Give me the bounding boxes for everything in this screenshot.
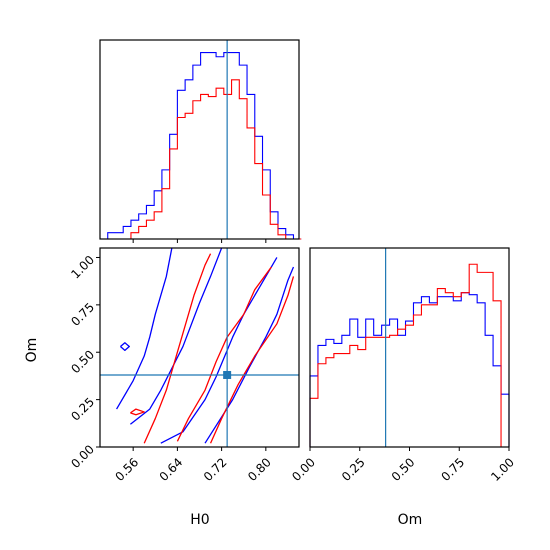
histogram-series-red <box>100 79 302 240</box>
om-histogram-xtick-label: 1.00 <box>488 455 517 484</box>
om-histogram-xtick-label: 0.75 <box>439 455 468 484</box>
contour-line-blue <box>204 266 295 444</box>
h0-histogram-panel <box>99 39 302 243</box>
contour-line-red <box>143 253 212 444</box>
contour-xtick-label: 0.72 <box>201 455 230 484</box>
x-axis-label-h0: H0 <box>190 512 209 528</box>
h0-om-contour-panel: 0.56 0.64 0.72 0.800.000.250.500.751.00 H0 … <box>24 247 300 528</box>
contour-ytick-label: 0.25 <box>68 395 97 424</box>
contour-xtick-label: 0.56 <box>112 455 141 484</box>
contour-line-red <box>176 266 272 442</box>
contour-ytick-label: 0.00 <box>68 442 97 471</box>
om-histogram-panel: 0.00 0.25 0.50 0.75 1.00 Om <box>289 247 517 528</box>
contour-line-blue <box>160 257 278 444</box>
om-histogram-xtick-label: 0.25 <box>339 455 368 484</box>
contour-line-red <box>209 276 295 444</box>
truth-marker <box>223 370 232 379</box>
contour-line-blue <box>120 342 130 351</box>
om-histogram-xtick-label: 0.00 <box>289 455 318 484</box>
histogram-series-blue <box>309 292 510 447</box>
contour-ytick-label: 1.00 <box>68 253 97 282</box>
contour-xtick-label: 0.80 <box>245 455 274 484</box>
h0-histogram-frame <box>99 39 300 240</box>
contour-line-blue <box>116 248 173 410</box>
contour-line-blue <box>130 248 223 425</box>
contour-line-red <box>130 408 145 416</box>
om-histogram-xtick-label: 0.50 <box>389 455 418 484</box>
contour-xtick-label: 0.64 <box>157 455 186 484</box>
contour-frame <box>99 247 300 448</box>
y-axis-label-om: Om <box>24 338 40 363</box>
x-axis-label-om: Om <box>398 512 423 528</box>
contour-ytick-label: 0.50 <box>68 347 97 376</box>
om-histogram-frame <box>309 247 510 448</box>
histogram-series-red <box>309 263 509 448</box>
contour-ytick-label: 0.75 <box>68 300 97 329</box>
histogram-series-blue <box>100 52 302 240</box>
